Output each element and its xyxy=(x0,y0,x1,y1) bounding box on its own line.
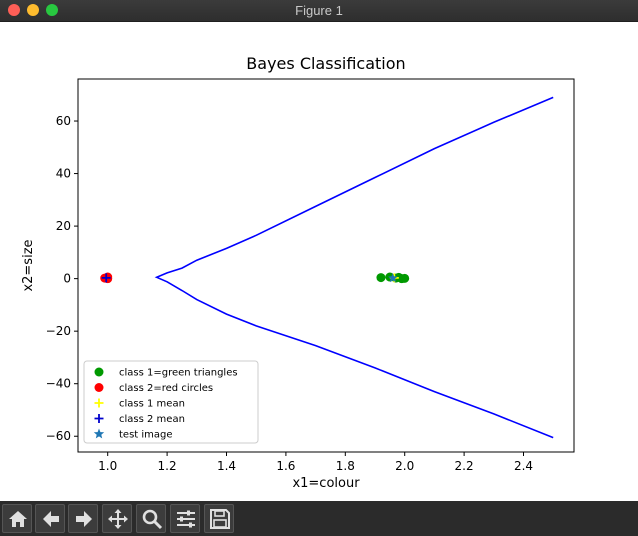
data-point xyxy=(400,273,410,283)
pan-button[interactable] xyxy=(102,504,132,533)
legend-entry: test image xyxy=(119,430,173,441)
legend-marker xyxy=(93,428,105,439)
home-button[interactable] xyxy=(2,504,32,533)
x-tick-label: 2.4 xyxy=(514,459,533,473)
arrow-right-icon xyxy=(76,511,92,527)
x-tick-label: 2.2 xyxy=(455,459,474,473)
sliders-icon xyxy=(177,510,195,528)
mean-point xyxy=(101,273,111,283)
y-tick-label: −20 xyxy=(46,324,71,338)
axes-frame xyxy=(77,78,575,453)
forward-button[interactable] xyxy=(68,504,98,533)
move-icon xyxy=(108,509,128,529)
figure-canvas: Bayes Classification 1.0 1.2 1.4 1.6 1.8 2.0 2.… xyxy=(0,22,638,501)
window-title: Figure 1 xyxy=(295,3,343,18)
y-tick-label: −40 xyxy=(46,377,71,391)
y-tick-label: −60 xyxy=(46,429,71,443)
close-window-button[interactable] xyxy=(8,4,20,16)
toolbar xyxy=(0,501,638,536)
decision-boundary-line xyxy=(154,96,554,439)
zoom-button[interactable] xyxy=(136,504,166,533)
arrow-left-icon xyxy=(43,511,59,527)
minimize-window-button[interactable] xyxy=(27,4,39,16)
chart: Bayes Classification 1.0 1.2 1.4 1.6 1.8 2.0 2.… xyxy=(21,54,575,491)
y-tick-label: 40 xyxy=(56,167,71,181)
y-tick-label: 60 xyxy=(56,114,71,128)
chart-title: Bayes Classification xyxy=(246,54,405,73)
window-titlebar: Figure 1 xyxy=(0,0,638,22)
back-button[interactable] xyxy=(35,504,65,533)
x-tick-label: 1.0 xyxy=(98,459,117,473)
legend-marker xyxy=(94,383,104,392)
maximize-window-button[interactable] xyxy=(46,4,58,16)
x-tick-label: 1.2 xyxy=(158,459,177,473)
save-button[interactable] xyxy=(204,504,234,533)
home-icon xyxy=(9,511,27,527)
legend-entry: class 1 mean xyxy=(119,399,185,410)
x-tick-label: 1.4 xyxy=(217,459,236,473)
y-tick-label: 0 xyxy=(63,272,71,286)
floppy-disk-icon xyxy=(210,509,230,529)
test-image-point xyxy=(388,273,398,283)
y-axis-label: x2=size xyxy=(21,239,36,291)
y-tick-label: 20 xyxy=(56,219,71,233)
data-point xyxy=(376,273,386,283)
legend-box xyxy=(83,360,259,444)
legend-marker xyxy=(94,414,104,423)
x-tick-label: 1.8 xyxy=(336,459,355,473)
magnifier-icon xyxy=(142,509,163,530)
legend-entry: class 2=red circles xyxy=(119,383,213,394)
legend-entry: class 1=green triangles xyxy=(119,368,238,379)
legend-marker xyxy=(94,367,104,377)
legend-entry: class 2 mean xyxy=(119,414,185,425)
legend-marker xyxy=(94,398,104,408)
configure-subplots-button[interactable] xyxy=(170,504,200,533)
x-tick-label: 1.6 xyxy=(276,459,295,473)
x-tick-label: 2.0 xyxy=(395,459,414,473)
x-axis-label: x1=colour xyxy=(292,476,360,491)
